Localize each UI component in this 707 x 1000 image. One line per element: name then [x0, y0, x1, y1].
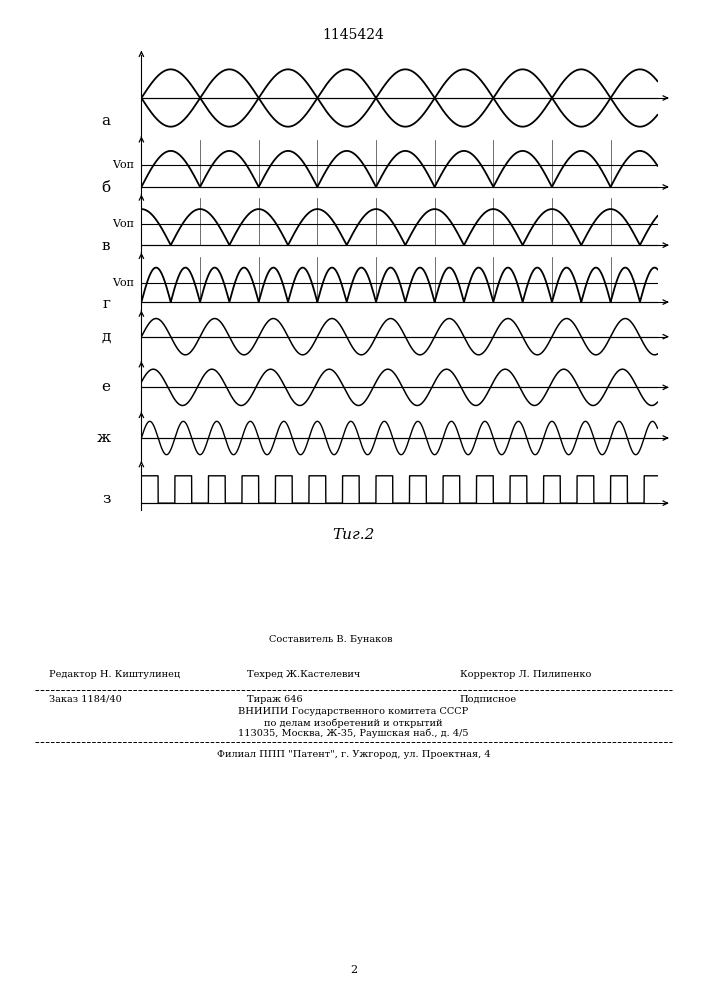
Text: б: б: [101, 181, 110, 195]
Text: а: а: [101, 114, 110, 128]
Text: 113035, Москва, Ж-35, Раушская наб., д. 4/5: 113035, Москва, Ж-35, Раушская наб., д. …: [238, 729, 469, 738]
Text: е: е: [101, 380, 110, 394]
Text: ВНИИПИ Государственного комитета СССР: ВНИИПИ Государственного комитета СССР: [238, 707, 469, 716]
Text: Редактор Н. Киштулинец: Редактор Н. Киштулинец: [49, 670, 180, 679]
Text: Тираж 646: Тираж 646: [247, 695, 303, 704]
Text: Филиал ППП "Патент", г. Ужгород, ул. Проектная, 4: Филиал ППП "Патент", г. Ужгород, ул. Про…: [216, 750, 491, 759]
Text: Техред Ж.Кастелевич: Техред Ж.Кастелевич: [247, 670, 361, 679]
Text: в: в: [102, 239, 110, 253]
Text: по делам изобретений и открытий: по делам изобретений и открытий: [264, 718, 443, 728]
Text: Vоп: Vоп: [112, 278, 134, 288]
Text: 1145424: 1145424: [322, 28, 385, 42]
Text: 2: 2: [350, 965, 357, 975]
Text: Подписное: Подписное: [460, 695, 517, 704]
Text: з: з: [102, 492, 110, 506]
Text: Составитель В. Бунаков: Составитель В. Бунаков: [269, 635, 392, 644]
Text: Заказ 1184/40: Заказ 1184/40: [49, 695, 122, 704]
Text: Τиг.2: Τиг.2: [332, 528, 375, 542]
Text: д: д: [101, 330, 110, 344]
Text: Vоп: Vоп: [112, 219, 134, 229]
Text: г: г: [103, 297, 110, 311]
Text: Корректор Л. Пилипенко: Корректор Л. Пилипенко: [460, 670, 591, 679]
Text: ж: ж: [96, 431, 110, 445]
Text: Vоп: Vоп: [112, 160, 134, 170]
